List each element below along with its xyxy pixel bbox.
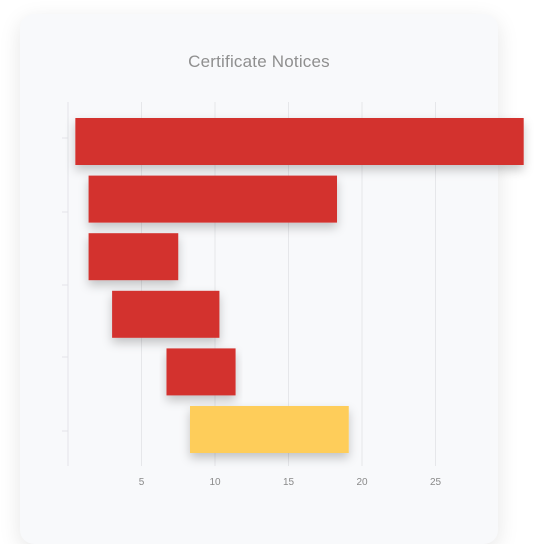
bar-chart: 5 10 15 20 25	[62, 102, 524, 488]
bar[interactable]	[75, 118, 524, 165]
x-tick-label: 25	[430, 477, 442, 488]
bar[interactable]	[166, 348, 236, 396]
x-tick-label: 5	[139, 477, 145, 488]
chart-title: Certificate Notices	[188, 52, 330, 71]
x-tick-label: 15	[283, 477, 295, 488]
bar[interactable]	[88, 233, 179, 281]
bar[interactable]	[88, 175, 338, 223]
x-tick-label: 10	[209, 477, 221, 488]
bar[interactable]	[190, 406, 349, 453]
bar[interactable]	[112, 290, 220, 338]
x-tick-label: 20	[356, 477, 368, 488]
